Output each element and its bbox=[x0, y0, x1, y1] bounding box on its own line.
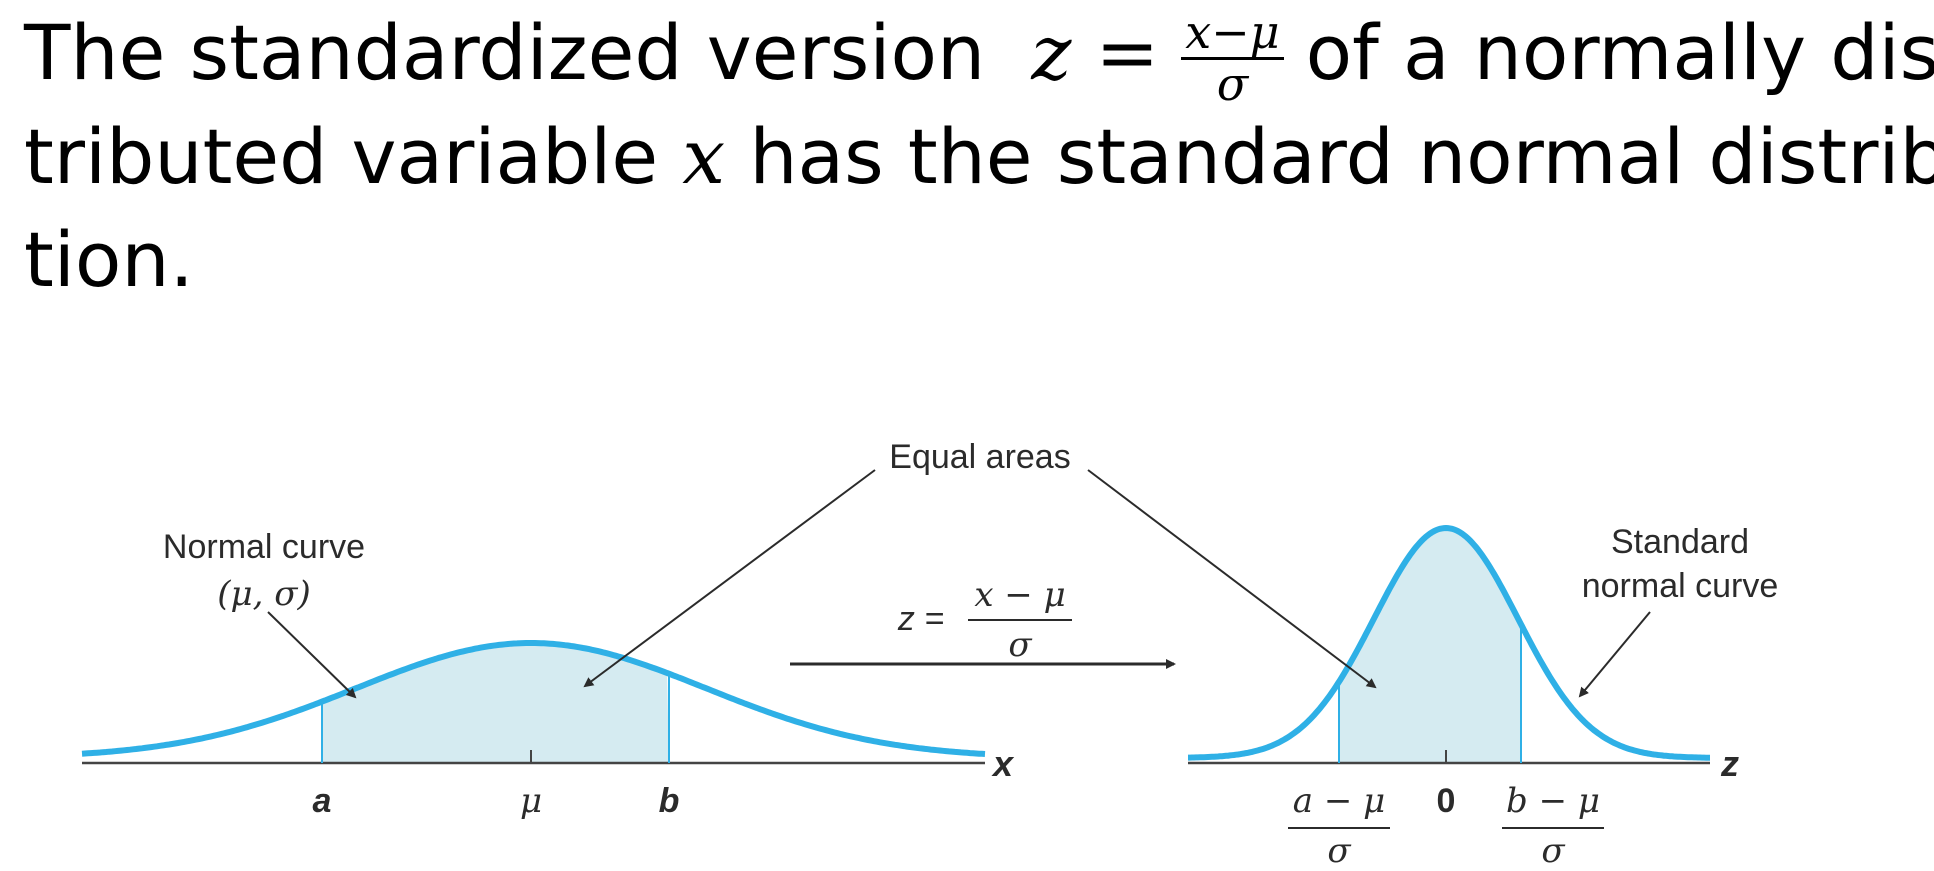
transform-z-eq: z = bbox=[897, 600, 944, 638]
text-segment: of a normally dis- bbox=[1305, 8, 1934, 97]
normal-curve bbox=[81, 640, 986, 757]
tick-label-mu: μ bbox=[520, 781, 542, 821]
left-shaded-area bbox=[322, 643, 669, 763]
z-lower-numerator: a − μ bbox=[1293, 781, 1385, 821]
paragraph-line-1: The standardized version z = x−μ σ of a nor… bbox=[24, 8, 1934, 108]
right-shaded-area bbox=[1339, 528, 1521, 763]
tick-label-zero: 0 bbox=[1437, 782, 1456, 820]
paragraph-line-2: tributed variable x has the standard nor… bbox=[24, 112, 1934, 201]
paragraph-line-3: tion. bbox=[24, 215, 194, 304]
standard-curve-pointer-arrow bbox=[1578, 611, 1651, 698]
fraction-denominator: σ bbox=[1216, 56, 1249, 111]
tick-label-a: a bbox=[313, 782, 332, 820]
standard-label: Standard bbox=[1611, 523, 1749, 561]
z-lower-denominator: σ bbox=[1327, 831, 1351, 871]
normal-curve-label: Normal curve bbox=[163, 528, 365, 566]
transform-denominator: σ bbox=[1008, 625, 1032, 665]
text-segment: The standardized version bbox=[24, 8, 986, 97]
tick-label-b: b bbox=[659, 782, 680, 820]
z-upper-denominator: σ bbox=[1541, 831, 1565, 871]
text-segment: tributed variable bbox=[24, 112, 659, 201]
normal-curve-pointer-arrow bbox=[267, 611, 357, 699]
x-axis-label: x bbox=[991, 743, 1015, 784]
standard-normal-curve bbox=[1188, 524, 1710, 761]
z-axis-label: z bbox=[1720, 743, 1739, 784]
z-equation: z = bbox=[1031, 8, 1160, 97]
fraction-numerator: x−μ bbox=[1181, 8, 1284, 60]
transform-numerator: x − μ bbox=[974, 575, 1065, 615]
z-upper-numerator: b − μ bbox=[1506, 781, 1600, 821]
variable-x: x bbox=[682, 112, 726, 201]
equal-areas-label: Equal areas bbox=[889, 438, 1070, 476]
text-segment: has the standard normal distribu- bbox=[749, 112, 1934, 201]
equal-areas-right-arrow bbox=[1087, 469, 1377, 689]
normal-curve-label-right: normal curve bbox=[1582, 567, 1779, 605]
equal-areas-left-arrow bbox=[583, 469, 876, 688]
standardization-fraction: x−μ σ bbox=[1181, 8, 1284, 111]
text-segment: tion. bbox=[24, 215, 194, 304]
normal-curve-params: (μ, σ) bbox=[217, 574, 310, 614]
